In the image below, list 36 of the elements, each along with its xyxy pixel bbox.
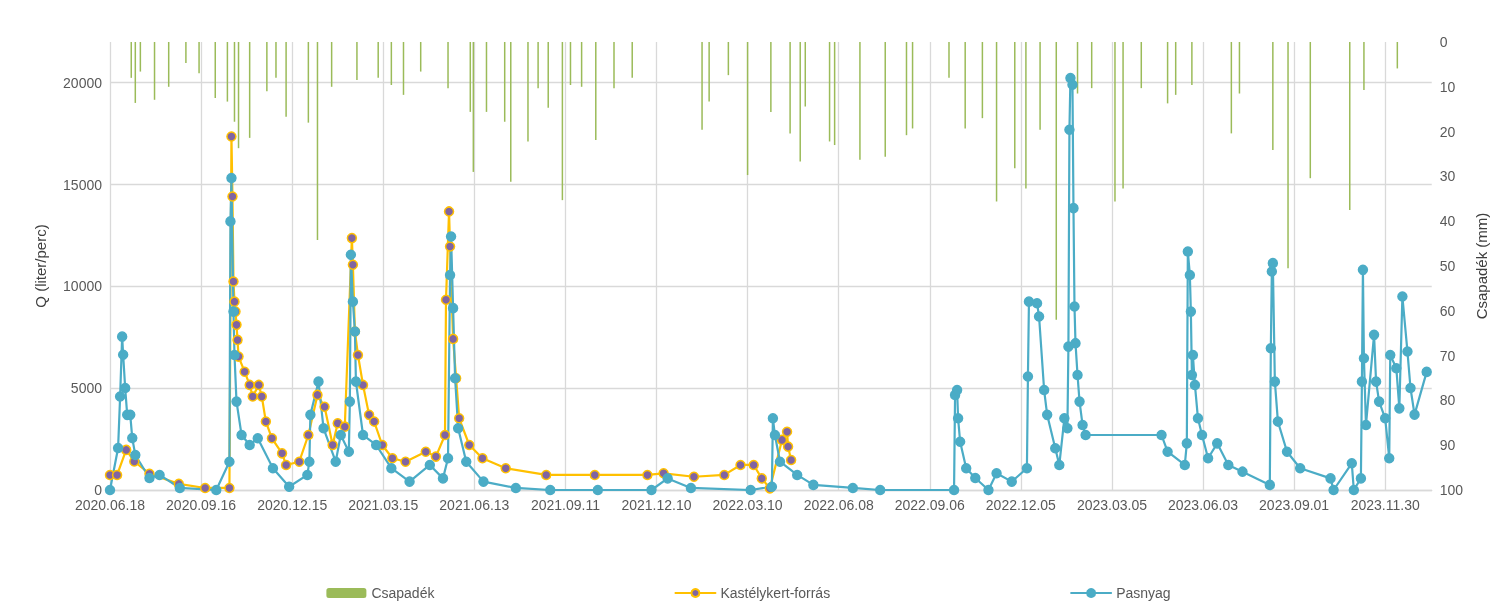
y2-tick-label: 30 bbox=[1439, 168, 1456, 185]
x-tick-label: 2020.12.15 bbox=[257, 497, 328, 513]
y2-tick-label: 0 bbox=[1439, 34, 1448, 50]
y2-tick-label: 10 bbox=[1439, 78, 1456, 95]
x-tick-label: 2021.09.11 bbox=[530, 497, 601, 513]
y-tick-label: 20000 bbox=[63, 74, 103, 91]
y2-tick-label: 80 bbox=[1439, 392, 1456, 409]
y2-tick-label: 40 bbox=[1439, 213, 1456, 230]
x-tick-label: 2021.12.10 bbox=[621, 497, 692, 513]
x-tick-label: 2023.06.03 bbox=[1167, 497, 1239, 513]
x-tick-label: 2020.09.16 bbox=[166, 497, 237, 513]
legend-label: Pasnyag bbox=[1116, 585, 1171, 601]
y2-tick-label: 100 bbox=[1439, 482, 1464, 498]
x-tick-label: 2023.03.05 bbox=[1076, 497, 1148, 513]
y-tick-label: 15000 bbox=[63, 176, 103, 193]
x-tick-label: 2021.06.13 bbox=[439, 497, 510, 513]
y2-tick-label: 60 bbox=[1439, 302, 1456, 319]
y2-tick-label: 20 bbox=[1439, 123, 1456, 140]
x-tick-label: 2023.09.01 bbox=[1259, 497, 1330, 513]
x-tick-label: 2022.09.06 bbox=[894, 497, 966, 513]
y2-tick-label: 90 bbox=[1439, 437, 1456, 454]
y-tick-label: 0 bbox=[94, 482, 103, 498]
y-tick-label: 5000 bbox=[70, 380, 103, 397]
x-tick-label: 2022.06.08 bbox=[803, 497, 874, 513]
x-tick-label: 2020.06.18 bbox=[74, 497, 146, 513]
x-tick-label: 2022.03.10 bbox=[712, 497, 783, 513]
y-tick-label: 10000 bbox=[63, 278, 103, 295]
x-tick-label: 2021.03.15 bbox=[348, 497, 419, 513]
x-tick-label: 2023.11.30 bbox=[1350, 497, 1420, 513]
x-tick-label: 2022.12.05 bbox=[985, 497, 1057, 513]
y2-tick-label: 50 bbox=[1439, 258, 1456, 274]
y2-axis-title: Csapadék (mm) bbox=[1473, 212, 1490, 320]
y2-tick-label: 70 bbox=[1439, 347, 1456, 364]
y-axis-title: Q (liter/perc) bbox=[32, 224, 49, 308]
legend-label: Csapadék bbox=[371, 585, 436, 601]
legend-label: Kastélykert-forrás bbox=[720, 585, 831, 601]
